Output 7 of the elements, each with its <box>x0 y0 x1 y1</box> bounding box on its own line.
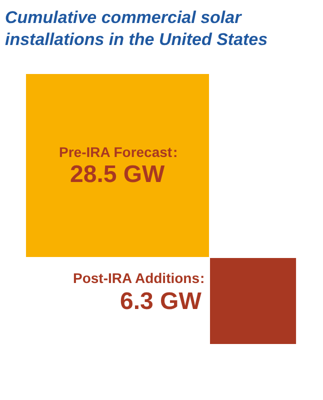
category-label: Post-IRA Additions <box>73 270 200 286</box>
text: : <box>200 270 205 286</box>
category-label: Pre-IRA Forecast <box>59 144 172 160</box>
data-label: 6.3 GW <box>120 288 202 315</box>
text: : <box>173 144 178 160</box>
data-label: 28.5 GW <box>70 161 166 188</box>
text: Cumulative commercial solar installations in the United States <box>5 8 268 50</box>
